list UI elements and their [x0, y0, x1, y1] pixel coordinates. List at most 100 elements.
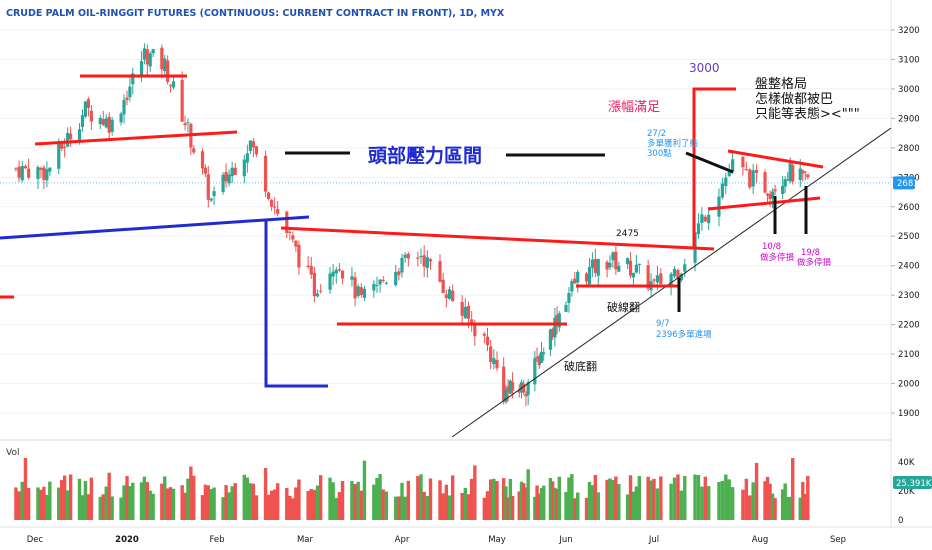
- time-tick-label: Jun: [558, 535, 572, 545]
- time-tick-label: May: [488, 535, 506, 545]
- candle-body: [266, 192, 271, 200]
- volume-bar: [751, 482, 755, 520]
- volume-bar: [309, 488, 313, 520]
- volume-bar: [151, 493, 155, 520]
- volume-bar: [780, 489, 785, 520]
- candle-body: [463, 306, 467, 319]
- candle-body: [451, 290, 455, 302]
- candle-body: [584, 273, 589, 282]
- candle-body: [539, 351, 544, 363]
- candle-body: [212, 191, 216, 197]
- volume-axis: 40K 20K 0: [898, 458, 915, 526]
- candle-body: [570, 281, 574, 292]
- blue-target-measure: [264, 219, 328, 388]
- candle-body: [744, 169, 748, 171]
- candle-body: [460, 301, 464, 316]
- volume-bar: [200, 495, 205, 520]
- note-19-8-date: 19/8: [801, 248, 820, 258]
- candle-body: [537, 356, 541, 366]
- volume-bar: [171, 488, 176, 520]
- time-tick-label: Aug: [752, 535, 769, 545]
- volume-bar: [519, 481, 524, 520]
- candle-body: [122, 99, 126, 115]
- candle-body: [506, 386, 510, 392]
- candle-body: [356, 286, 360, 297]
- volume-bar: [266, 494, 271, 520]
- candle-body: [770, 191, 775, 199]
- volume-bar: [131, 482, 135, 520]
- volume-bar: [492, 478, 496, 520]
- candle-body: [251, 141, 256, 148]
- volume-bar: [469, 478, 474, 520]
- candle-body: [419, 256, 423, 258]
- candle-body: [334, 269, 338, 274]
- candle-body: [508, 380, 512, 394]
- volume-bar: [637, 476, 642, 520]
- price-tick-label: 3100: [898, 55, 920, 65]
- candle-body: [703, 216, 707, 222]
- candle-body: [492, 358, 496, 365]
- candle-body: [145, 49, 149, 65]
- time-axis[interactable]: Dec 2020 Feb Mar Apr May Jun Jul Aug Sep: [27, 535, 846, 545]
- note-19-8-action: 做多停損: [797, 257, 832, 268]
- candle-body: [125, 97, 129, 100]
- candle-body: [535, 356, 539, 359]
- candle-body: [254, 146, 259, 155]
- volume-bar: [406, 480, 411, 520]
- volume-bar: [163, 476, 167, 520]
- volume-bar: [57, 487, 61, 520]
- volume-bar: [783, 483, 787, 520]
- time-tick-label: Dec: [27, 535, 44, 545]
- candle-body: [319, 290, 323, 292]
- price-tick-label: 2300: [898, 291, 920, 301]
- candle-body: [128, 86, 132, 98]
- candle-body: [80, 115, 85, 128]
- candle-body: [669, 273, 673, 287]
- candle-body: [791, 165, 795, 182]
- volume-bar: [272, 489, 277, 520]
- gain-satisfied-text: 漲幅滿足: [608, 99, 660, 115]
- volume-bar: [98, 496, 102, 520]
- volume-bar: [77, 478, 82, 520]
- candle-body: [416, 257, 420, 259]
- volume-bar: [590, 485, 595, 520]
- volume-bar: [506, 497, 510, 520]
- candle-body: [328, 273, 332, 290]
- volume-bar: [679, 490, 684, 520]
- candle-body: [741, 156, 745, 168]
- volume-bar: [557, 476, 562, 520]
- candle-body: [652, 279, 656, 281]
- volume-bar: [221, 497, 225, 520]
- candle-body: [171, 81, 176, 88]
- volume-bar: [428, 478, 433, 520]
- volume-bar: [48, 481, 52, 520]
- candle-body: [48, 167, 52, 172]
- volume-bar: [294, 487, 298, 520]
- volume-bar: [625, 494, 630, 520]
- volume-bar: [285, 488, 289, 520]
- candle-body: [803, 171, 807, 173]
- price-tick-label: 2200: [898, 321, 920, 331]
- volume-bar: [375, 477, 379, 520]
- volume-bar: [720, 480, 725, 520]
- volume-bar: [553, 487, 557, 520]
- volume-label: Vol: [6, 448, 19, 458]
- pointer-27-2: [685, 151, 734, 174]
- target-3000-text: 3000: [689, 61, 720, 75]
- level-2475-text: 2475: [616, 229, 639, 239]
- candle-body: [186, 122, 190, 124]
- consolidation-line-2: 怎樣做都被巴: [755, 92, 833, 107]
- candle-body: [353, 277, 357, 299]
- candle-body: [276, 209, 280, 214]
- volume-bar: [535, 485, 539, 520]
- volume-bar: [297, 479, 301, 520]
- candle-body: [801, 170, 805, 174]
- candle-body: [611, 252, 615, 261]
- candle-body: [206, 174, 210, 200]
- volume-bar: [422, 491, 426, 520]
- head-resistance-text: 頭部壓力區間: [368, 144, 482, 167]
- volume-bar: [672, 477, 677, 520]
- volume-bar: [107, 472, 111, 520]
